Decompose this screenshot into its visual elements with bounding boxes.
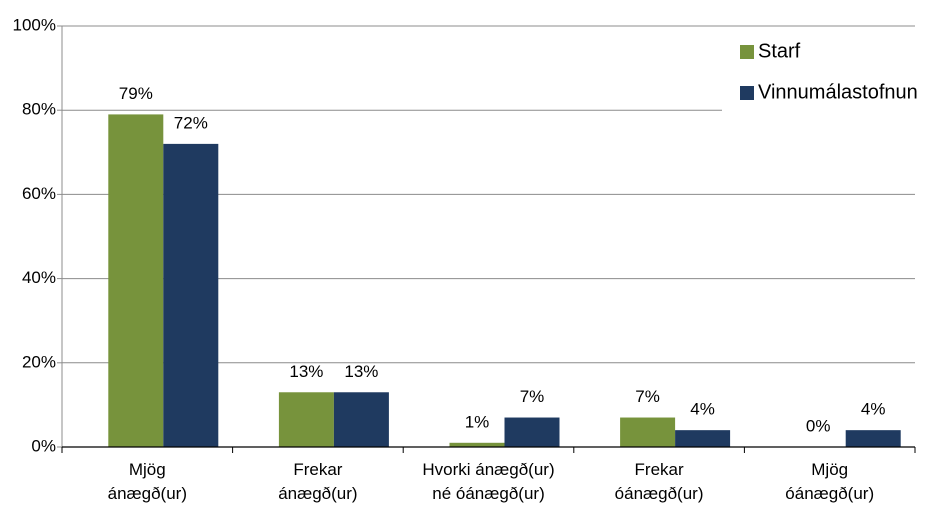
y-tick-label: 40% (22, 268, 56, 287)
bar (278, 392, 334, 447)
legend-box (722, 32, 935, 112)
bar (504, 417, 560, 447)
x-tick-label: Hvorki ánægð(ur) né óánægð(ur) (422, 460, 554, 503)
legend-swatch (740, 45, 754, 59)
bar (675, 430, 731, 447)
x-tick-label: Frekar ánægð(ur) (278, 460, 357, 503)
y-tick-label: 20% (22, 352, 56, 371)
value-label: 0% (806, 416, 831, 435)
x-tick-label: Mjög óánægð(ur) (785, 460, 874, 503)
legend-label: Vinnumálastofnun (758, 81, 918, 103)
value-label: 7% (635, 387, 660, 406)
bar (333, 392, 389, 447)
y-tick-label: 0% (31, 436, 56, 455)
x-tick-label: Frekar óánægð(ur) (615, 460, 704, 503)
value-label: 79% (119, 84, 153, 103)
y-tick-label: 60% (22, 184, 56, 203)
value-label: 4% (861, 400, 886, 419)
value-label: 13% (289, 362, 323, 381)
legend-label: Starf (758, 40, 801, 62)
value-label: 7% (520, 387, 545, 406)
bar (620, 417, 676, 447)
bar (449, 442, 505, 447)
value-label: 1% (465, 412, 490, 431)
legend-swatch (740, 86, 754, 100)
bar (845, 430, 901, 447)
value-label: 13% (344, 362, 378, 381)
bar (163, 143, 219, 447)
value-label: 72% (174, 113, 208, 132)
bar (108, 114, 164, 447)
y-tick-label: 80% (22, 100, 56, 119)
x-tick-label: Mjög ánægð(ur) (108, 460, 187, 503)
y-tick-label: 100% (13, 15, 56, 34)
value-label: 4% (690, 400, 715, 419)
